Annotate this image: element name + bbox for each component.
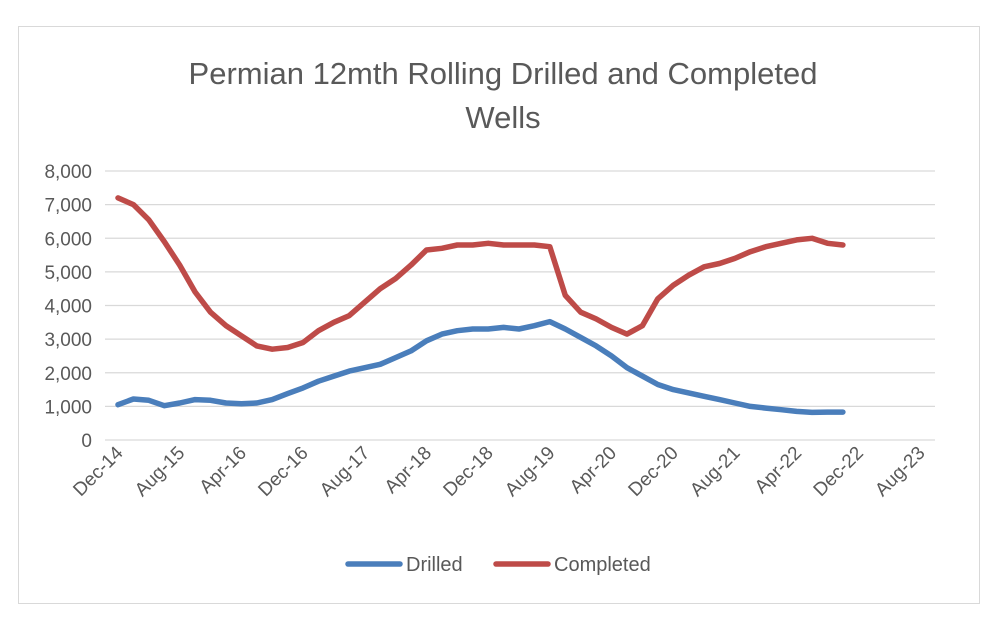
x-tick-label: Apr-16 xyxy=(196,443,251,498)
x-tick-label: Dec-22 xyxy=(810,443,868,501)
x-tick-label: Aug-19 xyxy=(501,443,559,501)
x-tick-label: Dec-20 xyxy=(625,443,683,501)
x-tick-label: Dec-14 xyxy=(69,442,127,500)
x-tick-label: Aug-17 xyxy=(316,443,374,501)
y-tick-label: 5,000 xyxy=(44,263,92,284)
x-tick-label: Dec-18 xyxy=(440,443,498,501)
y-tick-label: 0 xyxy=(81,431,92,452)
y-tick-label: 8,000 xyxy=(44,162,92,183)
series-line-completed xyxy=(115,195,846,352)
y-tick-label: 6,000 xyxy=(44,229,92,250)
x-tick-label: Dec-16 xyxy=(254,443,312,501)
legend-label-drilled: Drilled xyxy=(406,554,463,576)
y-tick-label: 7,000 xyxy=(44,196,92,217)
chart-title-line-1: Permian 12mth Rolling Drilled and Comple… xyxy=(188,56,818,91)
chart-title-line-2: Wells xyxy=(465,100,541,135)
series-line-drilled xyxy=(115,318,846,416)
x-tick-label: Apr-22 xyxy=(751,443,806,498)
x-tick-label: Apr-18 xyxy=(381,443,436,498)
y-tick-label: 3,000 xyxy=(44,330,92,351)
y-tick-label: 2,000 xyxy=(44,364,92,385)
x-tick-label: Aug-15 xyxy=(131,443,189,501)
x-tick-label: Aug-21 xyxy=(686,443,744,501)
x-tick-label: Aug-23 xyxy=(871,443,929,501)
chart-frame xyxy=(18,26,980,604)
legend-label-completed: Completed xyxy=(554,554,651,576)
chart-title: Permian 12mth Rolling Drilled and Comple… xyxy=(0,52,1006,140)
x-tick-label: Apr-20 xyxy=(566,443,621,498)
y-tick-label: 1,000 xyxy=(44,397,92,418)
y-tick-label: 4,000 xyxy=(44,297,92,318)
